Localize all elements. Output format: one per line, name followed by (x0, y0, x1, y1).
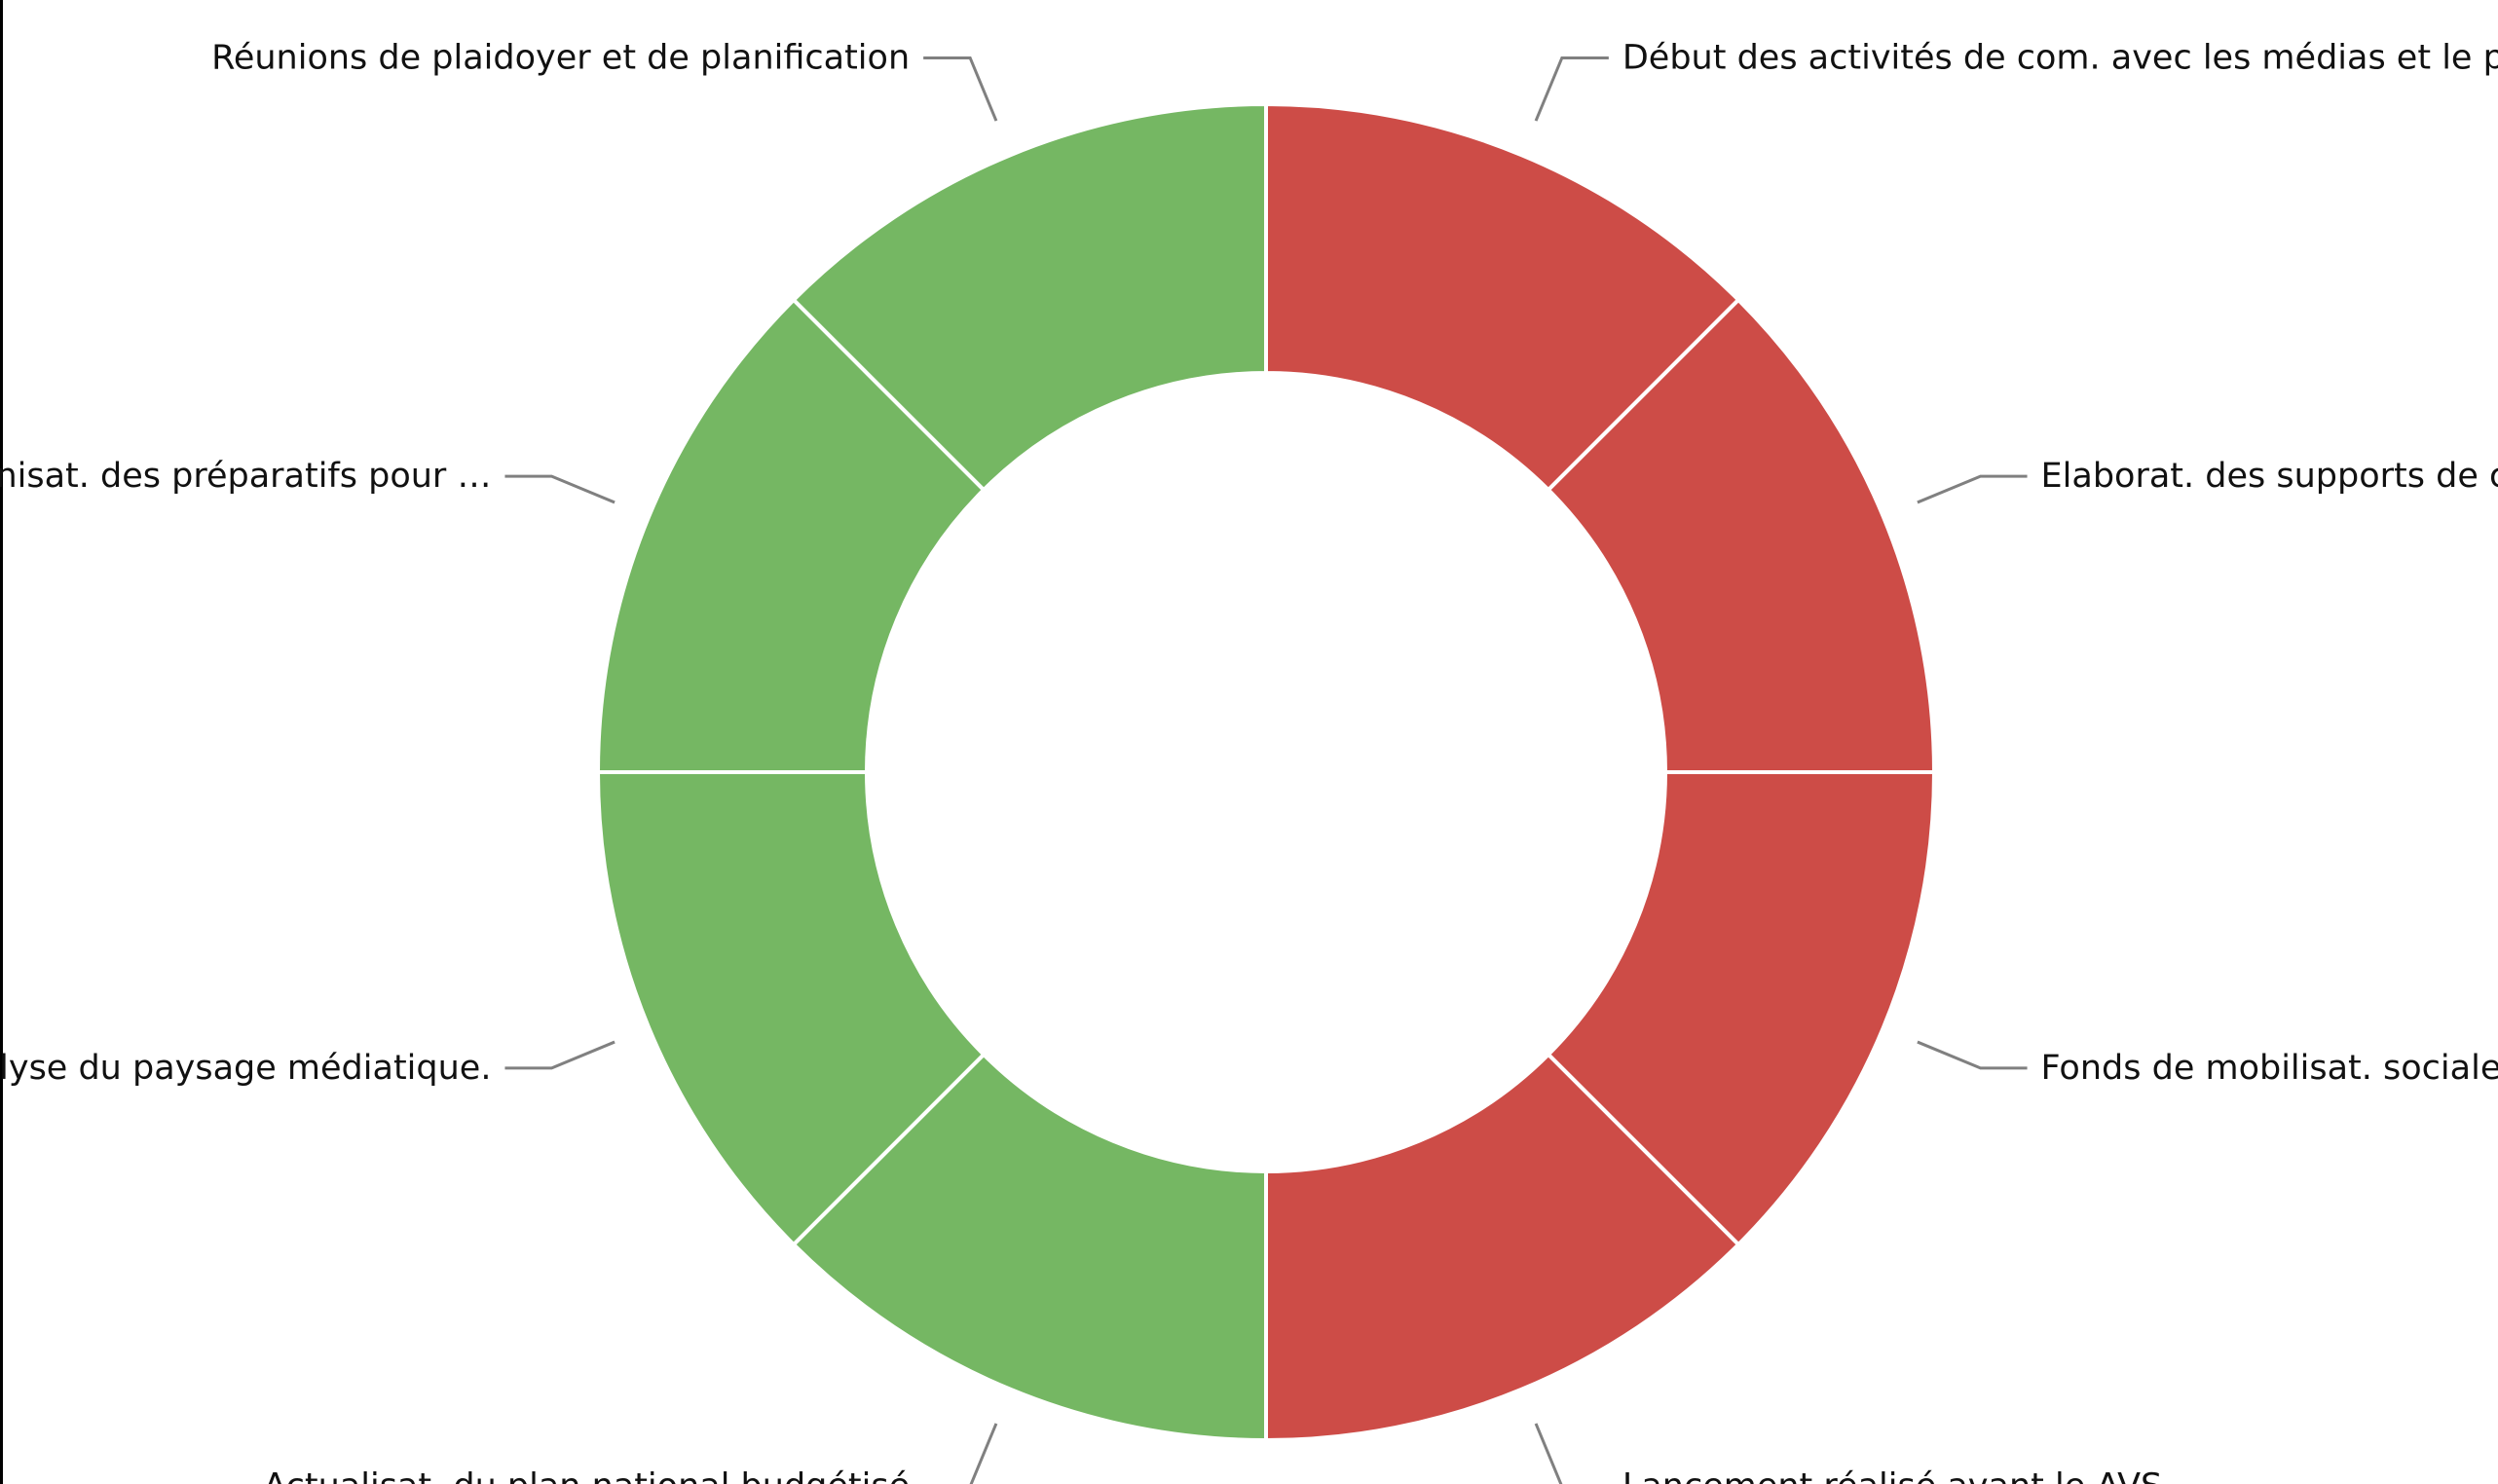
leader-line (1917, 1040, 2028, 1070)
slice-label: Analyse du paysage médiatique. (0, 1049, 491, 1088)
slice-elaborat-des-supports-de-com[interactable] (1546, 297, 1937, 774)
slice-label: Fonds de mobilisat. sociale et d… (2041, 1049, 2498, 1088)
leader-line (1534, 1423, 1563, 1484)
slice-analyse-du-paysage-mediatique[interactable] (595, 770, 987, 1247)
slice-label: Début des activités de com. avec les méd… (1622, 38, 2498, 77)
leader-line (923, 56, 998, 122)
slice-labels: Début des activités de com. avec les méd… (0, 38, 2498, 1484)
slice-label: Actualisat. du plan national budgétisé (263, 1467, 910, 1484)
slice-label: Elaborat. des supports de com… (2041, 457, 2498, 496)
slice-fonds-de-mobilisat-sociale-et-d[interactable] (1546, 770, 1937, 1247)
leader-line (504, 474, 615, 504)
slice-actualisat-du-plan-national-budgetise[interactable] (791, 1052, 1268, 1443)
slice-label: Organisat. des préparatifs pour … (0, 457, 491, 496)
donut-slices (595, 101, 1937, 1443)
leader-line (969, 1423, 998, 1484)
slice-label: Réunions de plaidoyer et de planificatio… (211, 38, 910, 77)
slice-reunions-de-plaidoyer-et-de-planification[interactable] (791, 101, 1268, 493)
leader-line (1534, 56, 1609, 122)
slice-label: Lancement réalisé avant le AVS (1622, 1467, 2162, 1484)
left-border (0, 0, 3, 1484)
slice-organisat-des-preparatifs-pour[interactable] (595, 297, 987, 774)
slice-lancement-realise-avant-le-avs[interactable] (1264, 1052, 1741, 1443)
leader-lines (504, 56, 2028, 1484)
leader-line (504, 1040, 615, 1070)
slice-debut-des-activites-de-com-avec-les-medias-et-le-public[interactable] (1264, 101, 1741, 493)
leader-line (1917, 474, 2028, 504)
